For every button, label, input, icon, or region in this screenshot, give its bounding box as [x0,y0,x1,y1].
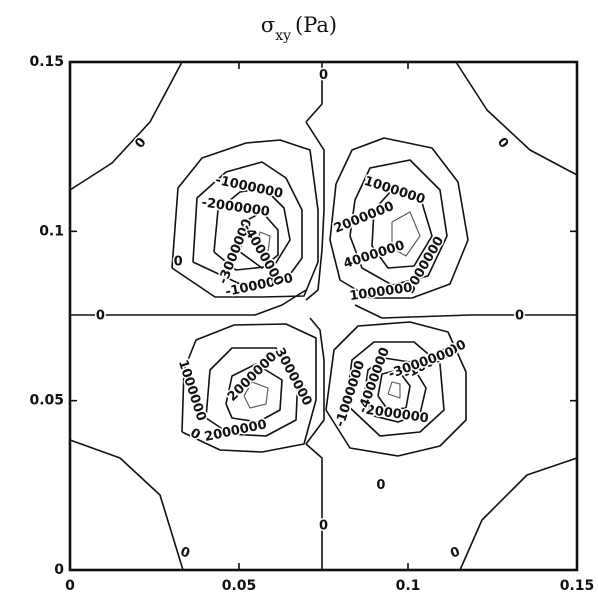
contour-zero-corner-br [459,457,578,571]
contour-pos4-ll [243,381,269,409]
contour-label-7: 0 [376,478,385,493]
contour-neg4-ul [239,211,279,269]
contour-pos1-ll [181,323,317,453]
contour-zero-corner-tr [455,61,578,176]
contour-zero-corner-bl [69,439,184,571]
contour-label-0: 0 [319,68,328,83]
contour-pos2-ll [205,347,299,437]
contour-zero-center-lower [305,317,325,445]
plot-background [70,62,577,570]
contour-neg1-ul [171,139,319,298]
contour-label-3: 0 [96,309,105,324]
contour-neg1-lr [325,321,467,457]
plot-area [70,62,577,570]
contour-pos1-ur [329,137,469,299]
y-tick-label-2: 0.1 [39,223,64,239]
contour-neg3-ul [213,187,291,271]
x-tick-label-0: 0 [65,578,75,594]
contour-zero-left-arm [70,289,307,316]
contour-label-5: 0 [174,254,183,269]
x-tick-label-3: 0.15 [560,578,595,594]
contour-neg5-lr [387,381,401,399]
x-tick-label-1: 0.05 [222,578,257,594]
svg-text:σxy(Pa): σxy (Pa) [261,13,337,44]
chart-title-subscript: xy [275,28,291,44]
contour-neg2-lr [345,341,445,437]
chart-title-unit: (Pa) [295,13,337,37]
contour-zero-bottom-stem [305,443,323,570]
contour-pos2-ur [349,159,448,286]
contour-zero-corner-tl [69,61,183,191]
contour-zero-top-stem [305,62,323,123]
axes-frame [68,60,579,572]
contour-zero-right-arm [354,304,577,319]
contour-lines [69,61,578,571]
y-tick-label-3: 0.15 [29,54,64,70]
contour-neg5-ul [255,231,271,253]
contour-label-4: 0 [515,309,524,324]
chart-title-symbol: σ [261,13,275,37]
contour-neg4-lr [377,369,411,411]
contour-pos3-ll [225,363,283,423]
contour-label-8: 0 [319,518,328,533]
contour-pos3-ur [371,189,433,269]
contour-zero-center-upper [305,121,325,301]
x-tick-label-2: 0.1 [396,578,421,594]
y-tick-label-1: 0.05 [29,393,64,409]
y-tick-label-0: 0 [54,562,64,578]
contour-neg3-lr [363,357,427,423]
contour-neg2-ul [192,161,303,285]
axes: 0 0.05 0.1 0.15 0 0.05 0.1 0.15 [29,54,594,594]
chart-title: σxy (Pa) [261,13,337,44]
contour-pos4-ur [391,211,421,257]
